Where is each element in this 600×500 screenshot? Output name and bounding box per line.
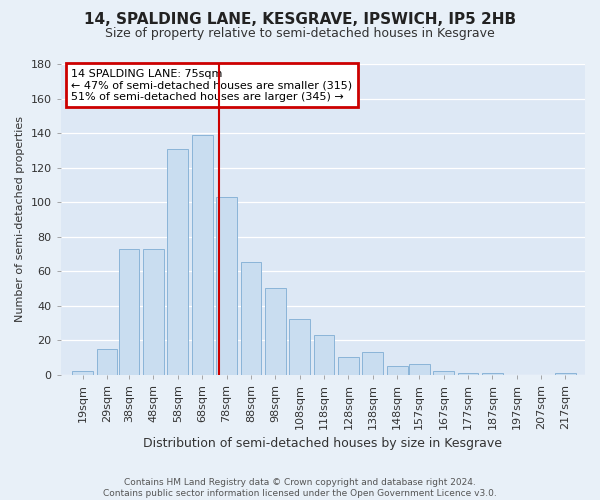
- Bar: [167, 148, 188, 374]
- Bar: [458, 373, 478, 374]
- Bar: [338, 358, 359, 374]
- Bar: [143, 248, 164, 374]
- Bar: [97, 349, 118, 374]
- Text: 14, SPALDING LANE, KESGRAVE, IPSWICH, IP5 2HB: 14, SPALDING LANE, KESGRAVE, IPSWICH, IP…: [84, 12, 516, 28]
- Bar: [433, 371, 454, 374]
- Bar: [119, 248, 139, 374]
- Bar: [289, 320, 310, 374]
- Bar: [387, 366, 407, 374]
- Y-axis label: Number of semi-detached properties: Number of semi-detached properties: [15, 116, 25, 322]
- Bar: [241, 262, 261, 374]
- Bar: [72, 371, 93, 374]
- Bar: [482, 373, 503, 374]
- Text: Size of property relative to semi-detached houses in Kesgrave: Size of property relative to semi-detach…: [105, 28, 495, 40]
- X-axis label: Distribution of semi-detached houses by size in Kesgrave: Distribution of semi-detached houses by …: [143, 437, 502, 450]
- Bar: [265, 288, 286, 374]
- Bar: [362, 352, 383, 374]
- Bar: [555, 373, 576, 374]
- Bar: [314, 335, 334, 374]
- Bar: [216, 197, 237, 374]
- Text: 14 SPALDING LANE: 75sqm
← 47% of semi-detached houses are smaller (315)
51% of s: 14 SPALDING LANE: 75sqm ← 47% of semi-de…: [71, 68, 352, 102]
- Bar: [192, 135, 212, 374]
- Text: Contains HM Land Registry data © Crown copyright and database right 2024.
Contai: Contains HM Land Registry data © Crown c…: [103, 478, 497, 498]
- Bar: [409, 364, 430, 374]
